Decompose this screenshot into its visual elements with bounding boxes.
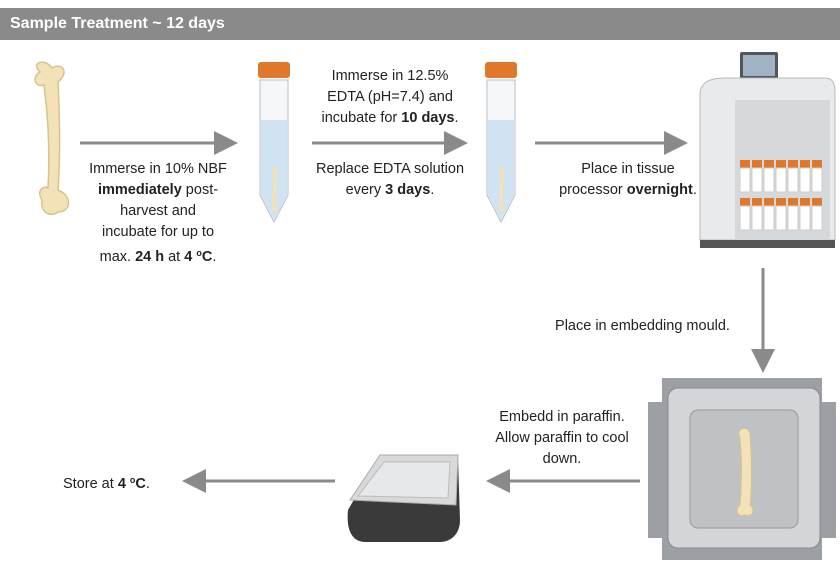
text: EDTA (pH=7.4) and	[327, 89, 453, 105]
text: Place in tissue	[581, 161, 675, 177]
text: .	[146, 476, 150, 492]
text: Embedd in paraffin.	[499, 409, 624, 425]
text: Store at	[63, 476, 118, 492]
step-text: Place in embedding mould.	[530, 316, 755, 337]
text: 3 days	[385, 182, 430, 198]
step-text: Immerse in 12.5% EDTA (pH=7.4) and incub…	[300, 66, 480, 129]
text: Immerse in 12.5%	[332, 68, 449, 84]
embedding-mould-icon	[648, 378, 836, 560]
text: down.	[543, 451, 582, 467]
text: 24 h	[135, 249, 164, 265]
text: immediately	[98, 182, 182, 198]
text: processor	[559, 182, 627, 198]
text: .	[455, 110, 459, 126]
text: incubate for up to	[102, 224, 214, 240]
step-text: Replace EDTA solution every 3 days.	[300, 159, 480, 201]
text: overnight	[627, 182, 693, 198]
step-text: Embedd in paraffin. Allow paraffin to co…	[472, 407, 652, 470]
text: Allow paraffin to cool	[495, 430, 629, 446]
text: at	[164, 249, 184, 265]
text: .	[693, 182, 697, 198]
tissue-processor-icon	[700, 52, 835, 248]
tube-icon	[258, 62, 290, 222]
text: Replace EDTA solution	[316, 161, 464, 177]
step-text: Immerse in 10% NBF immediately post- har…	[68, 159, 248, 268]
step-text: Place in tissue processor overnight.	[538, 159, 718, 201]
text: 10 days	[401, 110, 454, 126]
text: .	[430, 182, 434, 198]
text: C	[135, 476, 145, 492]
text: Place in embedding mould.	[555, 318, 730, 334]
text: Immerse in 10% NBF	[89, 161, 227, 177]
text: C	[202, 249, 212, 265]
text: post-	[182, 182, 218, 198]
text: 4	[118, 476, 130, 492]
header-title: Sample Treatment ~ 12 days	[0, 8, 840, 40]
bone-icon	[35, 62, 68, 214]
scale-icon	[348, 455, 460, 542]
step-text: Store at 4 oC.	[63, 470, 150, 495]
text: 4	[184, 249, 196, 265]
tube-icon	[485, 62, 517, 222]
text: incubate for	[321, 110, 401, 126]
text: .	[212, 249, 216, 265]
text: harvest and	[120, 203, 196, 219]
text: every	[346, 182, 386, 198]
page: Sample Treatment ~ 12 days Immerse in 10…	[0, 0, 840, 565]
text: max.	[100, 249, 135, 265]
